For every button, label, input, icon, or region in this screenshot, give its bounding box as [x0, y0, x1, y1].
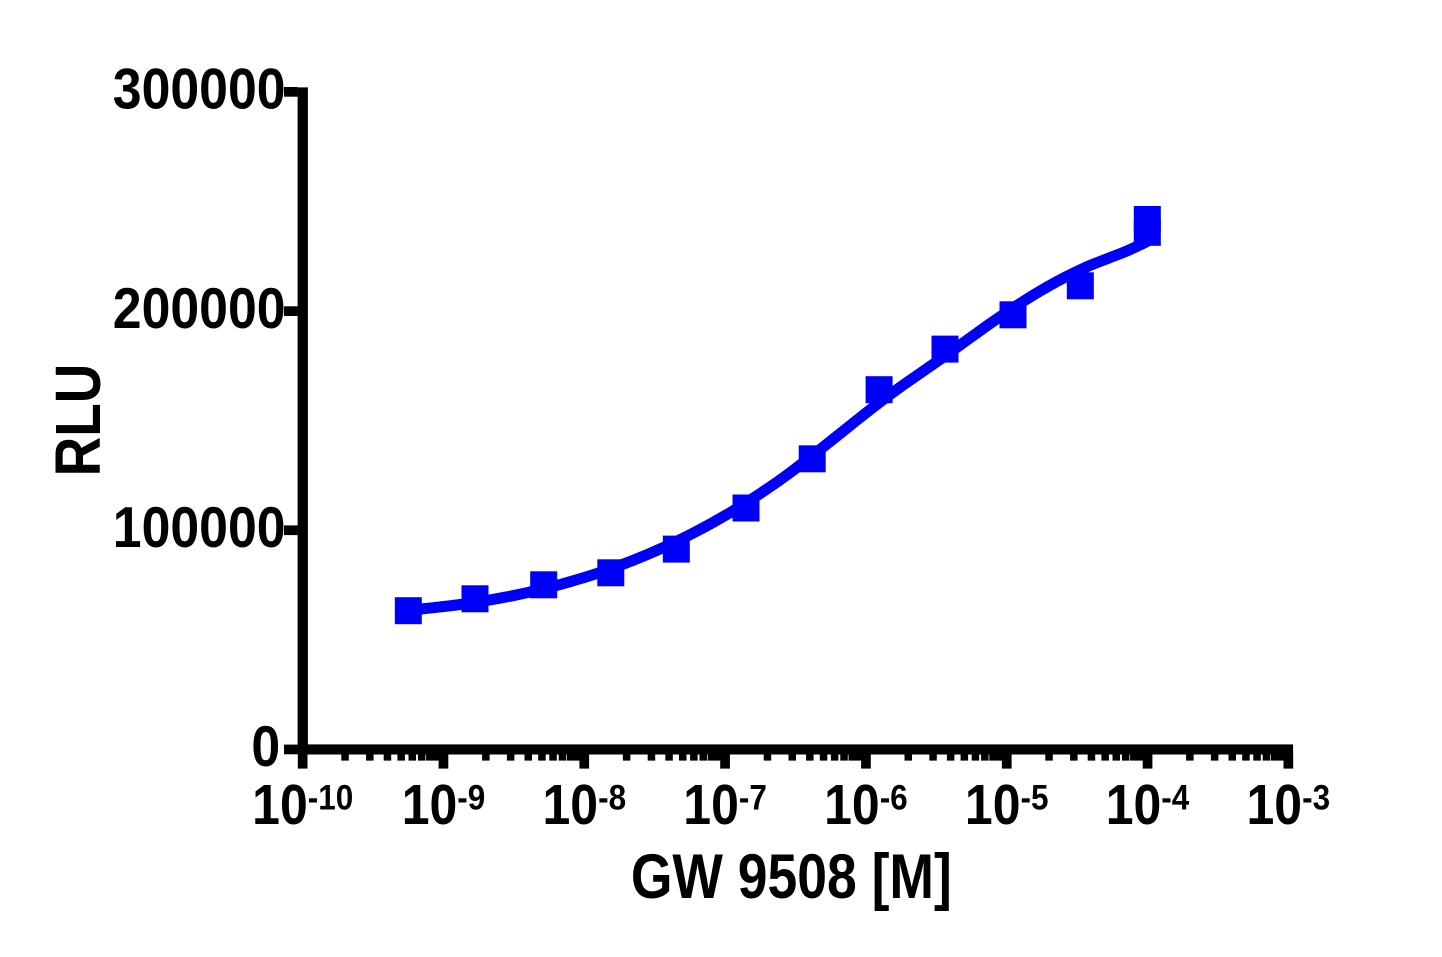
- svg-text:0: 0: [251, 715, 280, 779]
- svg-text:100000: 100000: [113, 496, 286, 560]
- svg-text:200000: 200000: [113, 276, 286, 340]
- svg-text:10-9: 10-9: [402, 774, 486, 836]
- svg-text:300000: 300000: [113, 57, 286, 121]
- svg-text:10-4: 10-4: [1106, 774, 1190, 836]
- svg-text:RLU: RLU: [42, 364, 114, 477]
- svg-text:10-3: 10-3: [1246, 774, 1330, 836]
- svg-text:10-6: 10-6: [824, 774, 908, 836]
- svg-text:10-7: 10-7: [683, 774, 767, 836]
- svg-text:GW 9508 [M]: GW 9508 [M]: [631, 842, 952, 912]
